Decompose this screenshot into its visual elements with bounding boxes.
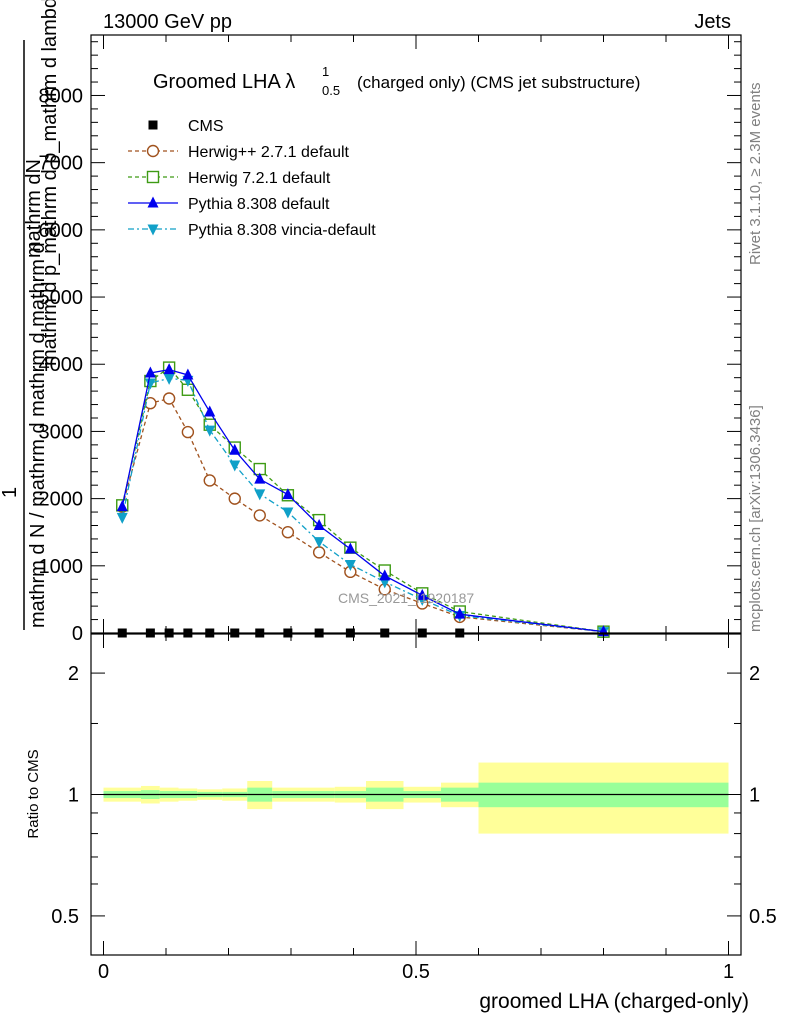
legend-item: Herwig 7.2.1 default <box>128 170 331 187</box>
data-point <box>282 488 294 500</box>
series-line <box>121 377 604 633</box>
source-note: mcplots.cern.ch [arXiv:1306.3436] <box>747 405 764 632</box>
legend-marker <box>147 196 159 208</box>
ratio-y-tick-label-right: 0.5 <box>749 906 777 928</box>
y-tick-label: 6000 <box>39 220 84 242</box>
x-tick-label: 0 <box>98 961 109 983</box>
y-tick-label: 3000 <box>39 421 84 443</box>
ylabel-bottom: mathrm d N / mathrm d mathrm d mathrm d <box>27 242 49 628</box>
ratio-axis-ticks: 0.5 0.5 1 1 2 2 0 0.5 1 <box>51 634 777 983</box>
analysis-watermark: CMS_2021_I1920187 <box>338 590 474 606</box>
legend-item: Pythia 8.308 default <box>128 196 330 213</box>
legend-marker <box>146 144 160 158</box>
data-point <box>229 460 241 472</box>
legend: CMS Herwig++ 2.7.1 default Herwig 7.2.1 de… <box>128 118 376 239</box>
legend-marker <box>148 120 158 130</box>
data-point <box>344 542 356 554</box>
data-point <box>144 366 156 378</box>
data-point <box>313 537 325 549</box>
data-point <box>144 378 156 390</box>
data-point <box>416 588 428 600</box>
y-tick-label: 7000 <box>39 153 84 175</box>
series-pythia-8-308-default <box>116 363 609 637</box>
data-point <box>163 363 175 375</box>
legend-item: Pythia 8.308 vincia-default <box>128 222 376 239</box>
data-point <box>163 373 175 385</box>
data-point <box>229 443 241 455</box>
y-tick-label: 8000 <box>39 85 84 107</box>
data-point <box>204 405 216 417</box>
data-point <box>344 559 356 571</box>
legend-label: Pythia 8.308 vincia-default <box>188 222 376 239</box>
ratio-plot-frame <box>90 633 742 956</box>
y-tick-label: 0 <box>72 623 83 645</box>
data-point <box>204 425 216 437</box>
data-point <box>182 368 194 380</box>
data-point <box>282 507 294 519</box>
ratio-ylabel: Ratio to CMS <box>25 749 42 838</box>
main-plot-frame <box>90 34 742 634</box>
ylabel-middle: mathrm d p_mathrm d p_mathrm d lambda <box>39 0 61 366</box>
series-herwig-2-7-1-default <box>116 392 610 638</box>
title-sub: 0.5 <box>322 83 340 98</box>
legend-label: Pythia 8.308 default <box>188 196 330 213</box>
data-point <box>254 489 266 501</box>
ylabel-numerator: 1 <box>0 487 21 498</box>
legend-label: Herwig 7.2.1 default <box>188 170 331 187</box>
ylabel-top: mathrm dN <box>23 159 45 258</box>
main-axis-ticks: 0 1000 2000 3000 4000 5000 6000 7000 8000 <box>39 35 741 645</box>
title-sup: 1 <box>322 64 329 79</box>
data-point <box>116 500 128 512</box>
title-main: Groomed LHA λ <box>153 71 295 93</box>
y-tick-label: 5000 <box>39 287 84 309</box>
legend-item: CMS <box>148 118 224 135</box>
x-tick-label: 0.5 <box>402 961 430 983</box>
data-point <box>116 512 128 524</box>
data-point <box>313 518 325 530</box>
beam-label: 13000 GeV pp <box>103 11 232 33</box>
y-tick-label: 1000 <box>39 556 84 578</box>
ratio-y-tick-label-right: 2 <box>749 663 760 685</box>
y-tick-label: 2000 <box>39 489 84 511</box>
category-label: Jets <box>694 11 731 33</box>
y-tick-label: 4000 <box>39 354 84 376</box>
legend-item: Herwig++ 2.7.1 default <box>128 144 350 161</box>
title-suffix: (charged only) (CMS jet substructure) <box>357 73 640 92</box>
ratio-bands <box>103 762 729 834</box>
data-point <box>144 397 157 410</box>
chart-title: Groomed LHA λ 1 0.5 (charged only) (CMS … <box>153 64 640 98</box>
legend-label: CMS <box>188 118 224 135</box>
ratio-xlabel: groomed LHA (charged-only) <box>479 990 749 1013</box>
ratio-y-tick-label: 1 <box>68 785 79 807</box>
x-tick-label: 1 <box>723 961 734 983</box>
data-point <box>454 607 466 619</box>
data-point <box>281 526 295 539</box>
ratio-y-tick-label: 0.5 <box>51 906 79 928</box>
legend-marker <box>147 224 159 236</box>
generator-note: Rivet 3.1.10, ≥ 2.3M events <box>747 83 764 266</box>
series-line <box>121 397 604 633</box>
legend-marker <box>146 170 160 184</box>
main-ylabel: mathrm dN mathrm d p_mathrm d p_mathrm d… <box>0 0 61 630</box>
ratio-y-tick-label-right: 1 <box>749 785 760 807</box>
data-point <box>181 425 195 439</box>
data-point <box>162 392 176 405</box>
data-point <box>228 492 241 505</box>
data-point <box>253 509 266 522</box>
data-point <box>203 474 216 487</box>
data-point <box>379 569 391 581</box>
legend-label: Herwig++ 2.7.1 default <box>188 144 350 161</box>
data-point <box>254 472 266 484</box>
data-point <box>312 546 326 559</box>
ratio-y-tick-label: 2 <box>68 663 79 685</box>
